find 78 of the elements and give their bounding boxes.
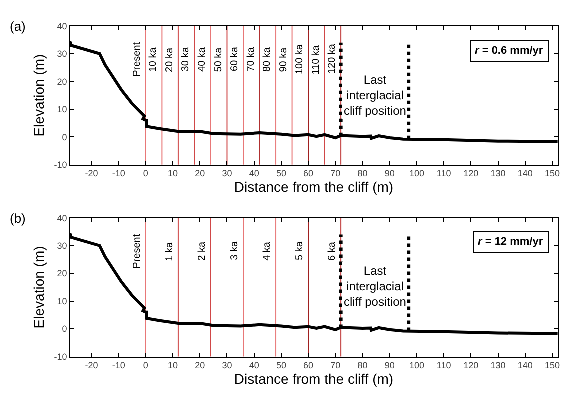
x-tick-label: 140 (518, 168, 533, 179)
x-tick-label: 50 (276, 360, 286, 371)
y-tick-label: 30 (57, 49, 68, 60)
ref-line-label: 2 ka (197, 242, 208, 261)
x-tick-label: 150 (544, 168, 560, 179)
x-tick-label: 80 (358, 168, 368, 179)
y-tick-label: 20 (57, 76, 68, 87)
y-tick-label: -10 (54, 352, 68, 362)
y-tick-label: 20 (57, 268, 68, 279)
ref-line-label: 10 ka (148, 47, 160, 72)
ref-line-label: 1 ka (164, 242, 176, 262)
x-tick-label: 90 (384, 360, 395, 371)
ref-line-label: 80 ka (262, 47, 274, 72)
ref-line-label: 120 ka (327, 44, 338, 74)
x-tick-label: -10 (112, 360, 126, 371)
x-tick-label: 60 (304, 168, 314, 179)
ref-line-label: 100 ka (294, 44, 306, 75)
ref-line-label: 50 ka (213, 47, 224, 72)
x-tick-label: -20 (85, 360, 98, 371)
y-tick-label: 0 (62, 324, 68, 334)
x-tick-label: 70 (330, 360, 341, 371)
x-tick-label: 90 (384, 168, 395, 179)
y-axis-title: Elevation (m) (30, 54, 47, 137)
y-tick-label: 30 (57, 240, 68, 251)
annotation: r = 12 mm/yr (478, 236, 544, 248)
ref-line-label: Present (132, 42, 143, 77)
y-tick-label: -10 (54, 160, 68, 170)
x-tick-label: 100 (409, 360, 424, 371)
x-tick-label: 60 (304, 360, 314, 371)
text: (b) (10, 211, 26, 226)
y-tick-label: 40 (57, 21, 68, 32)
x-tick-label: 150 (544, 360, 560, 371)
x-tick-label: 120 (464, 360, 479, 371)
ref-line-label: 5 ka (294, 241, 306, 260)
x-tick-label: 30 (222, 168, 232, 179)
y-tick-label: 10 (57, 104, 68, 115)
ref-line-label: 110 ka (310, 45, 322, 75)
x-tick-label: 10 (168, 168, 178, 179)
x-tick-label: 110 (436, 360, 452, 371)
x-tick-label: 70 (330, 168, 341, 179)
annotation: r = 0.6 mm/yr (475, 45, 544, 57)
x-tick-label: -10 (112, 168, 126, 179)
ref-line-label: 30 ka (180, 46, 192, 72)
ref-line-label: 4 ka (262, 242, 274, 261)
annotation: Last interglacial cliff position (344, 73, 406, 118)
x-tick-label: 80 (358, 360, 368, 371)
y-tick-label: 40 (57, 213, 68, 224)
x-tick-label: 130 (490, 168, 506, 179)
x-tick-label: 130 (490, 360, 506, 371)
ref-line-label: 3 ka (230, 241, 241, 260)
ref-line-label: 60 ka (230, 46, 241, 72)
x-tick-label: 110 (436, 168, 452, 179)
ref-line-label: 20 ka (164, 48, 176, 72)
x-tick-label: 40 (249, 360, 260, 371)
x-tick-label: 30 (222, 360, 232, 371)
ref-line-label: Present (132, 234, 144, 269)
ref-line-label: 90 ka (278, 47, 290, 72)
x-tick-label: 40 (249, 168, 260, 179)
x-tick-label: 100 (409, 168, 424, 179)
y-tick-label: 10 (57, 296, 68, 306)
ref-line-label: 70 ka (246, 46, 257, 72)
x-tick-label: 0 (143, 360, 148, 371)
x-tick-label: 140 (518, 360, 533, 371)
x-tick-label: -20 (85, 168, 98, 179)
x-axis-title: Distance from the cliff (m) (234, 179, 394, 195)
x-tick-label: 20 (195, 168, 206, 179)
ref-line-label: 6 ka (327, 242, 338, 261)
y-tick-label: 0 (62, 132, 68, 142)
y-axis-title: Elevation (m) (30, 246, 47, 329)
x-tick-label: 0 (143, 168, 148, 179)
ref-line-label: 40 ka (196, 47, 208, 72)
x-tick-label: 120 (464, 168, 479, 179)
x-axis-title: Distance from the cliff (m) (234, 370, 394, 387)
text: (a) (10, 19, 26, 34)
x-tick-label: 10 (168, 360, 178, 371)
x-tick-label: 20 (195, 360, 206, 371)
x-tick-label: 50 (276, 168, 286, 179)
annotation: Last interglacial cliff position (344, 264, 406, 310)
